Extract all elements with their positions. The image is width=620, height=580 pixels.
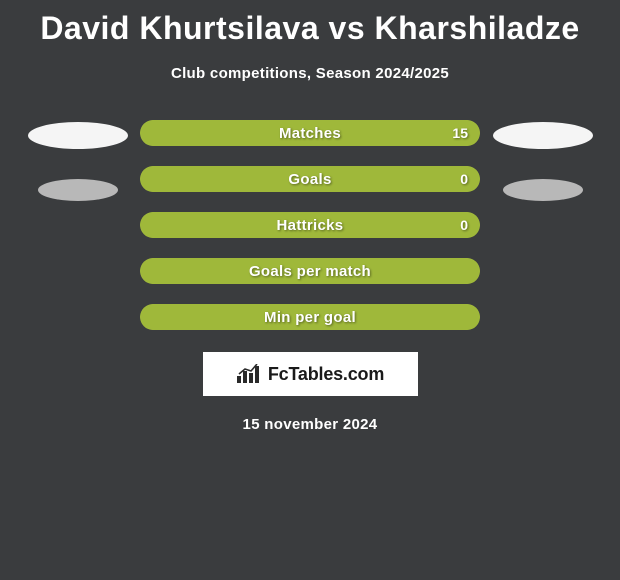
bar-value: 15 [452, 120, 468, 146]
stat-bar-matches: Matches 15 [140, 120, 480, 146]
bar-label: Matches [140, 120, 480, 146]
bar-label: Min per goal [140, 304, 480, 330]
footer-date: 15 november 2024 [243, 416, 378, 433]
right-ellipse-column [483, 120, 603, 201]
bar-value: 0 [460, 212, 468, 238]
comparison-infographic: David Khurtsilava vs Kharshiladze Club c… [0, 0, 620, 433]
logo-text: FcTables.com [268, 364, 384, 385]
player2-marker-top [493, 122, 593, 149]
page-title: David Khurtsilava vs Kharshiladze [40, 10, 579, 47]
stat-bar-goals-per-match: Goals per match [140, 258, 480, 284]
bar-label: Goals per match [140, 258, 480, 284]
stat-bars: Matches 15 Goals 0 Hattricks 0 Goals per… [138, 120, 483, 330]
bar-label: Hattricks [140, 212, 480, 238]
stat-bar-goals: Goals 0 [140, 166, 480, 192]
player1-marker-top [28, 122, 128, 149]
player1-marker-bottom [38, 179, 118, 201]
bar-value: 0 [460, 166, 468, 192]
player2-marker-bottom [503, 179, 583, 201]
bar-chart-icon [236, 364, 262, 384]
subtitle: Club competitions, Season 2024/2025 [171, 65, 449, 82]
left-ellipse-column [18, 120, 138, 201]
bar-label: Goals [140, 166, 480, 192]
stat-bar-hattricks: Hattricks 0 [140, 212, 480, 238]
chart-area: Matches 15 Goals 0 Hattricks 0 Goals per… [0, 120, 620, 330]
fctables-logo[interactable]: FcTables.com [203, 352, 418, 396]
stat-bar-min-per-goal: Min per goal [140, 304, 480, 330]
